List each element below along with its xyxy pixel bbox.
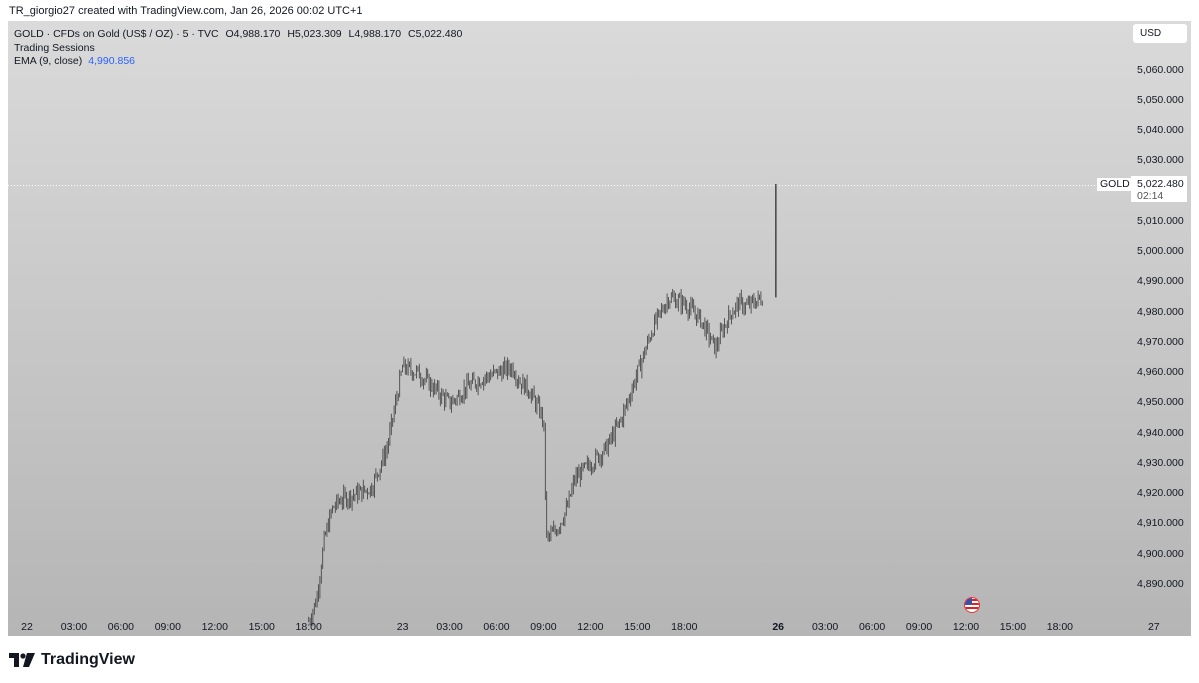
price-tick: 4,970.000 [1137,335,1184,348]
high-value: H5,023.309 [287,28,342,40]
ema-value: 4,990.856 [88,55,135,67]
time-tick: 26 [772,621,785,633]
last-price-value: 5,022.480 [1137,178,1184,190]
time-tick: 15:00 [248,621,275,633]
time-tick: 09:00 [530,621,557,633]
price-tick: 4,980.000 [1137,305,1184,318]
price-tick: 4,930.000 [1137,456,1184,469]
time-tick: 06:00 [107,621,135,633]
price-tick: 5,050.000 [1137,93,1184,106]
time-tick: 12:00 [577,621,604,633]
time-tick: 03:00 [436,621,463,633]
chart-panel[interactable] [8,21,1191,636]
price-tick: 4,940.000 [1137,426,1184,439]
time-tick: 22 [21,621,33,633]
trading-sessions-indicator[interactable]: Trading Sessions [14,41,95,54]
price-tick: 4,990.000 [1137,275,1184,288]
time-tick: 15:00 [999,621,1027,633]
price-tick: 4,910.000 [1137,517,1184,530]
chart-legend: GOLD · CFDs on Gold (US$ / OZ) · 5 · TVC… [14,28,462,69]
candle-series [308,183,777,626]
bar-countdown: 02:14 [1137,190,1164,202]
time-tick: 18:00 [1046,621,1074,633]
time-tick: 15:00 [624,621,651,633]
price-tick: 5,000.000 [1137,245,1184,257]
time-tick: 18:00 [295,621,322,633]
ema-indicator[interactable]: EMA (9, close) 4,990.856 [14,55,462,69]
tradingview-brand[interactable]: TradingView [9,651,135,669]
time-tick: 27 [1147,621,1160,633]
open-value: O4,988.170 [225,28,281,40]
price-tick: 5,010.000 [1137,214,1184,227]
price-tick: 4,900.000 [1137,547,1184,560]
time-tick: 06:00 [858,621,886,633]
price-tick: 5,030.000 [1137,154,1184,167]
time-tick: 03:00 [60,621,88,633]
price-tick: 5,060.000 [1137,63,1184,76]
time-tick: 23 [396,621,409,633]
ema-label: EMA (9, close) [14,55,83,67]
us-flag-icon[interactable] [964,597,980,613]
time-tick: 06:00 [483,621,510,633]
low-value: L4,988.170 [348,28,402,40]
last-price-label: 5,022.480 02:14 [1131,176,1187,202]
time-tick: 03:00 [812,621,839,633]
tradingview-logo-icon [9,653,35,667]
price-tick: 4,950.000 [1137,396,1184,409]
chart-credit: TR_giorgio27 created with TradingView.co… [9,5,363,17]
price-tick: 4,960.000 [1137,366,1184,378]
symbol-row[interactable]: GOLD · CFDs on Gold (US$ / OZ) · 5 · TVC… [14,28,462,42]
last-price-symbol-label: GOLD [1097,178,1133,191]
time-tick: 12:00 [952,621,980,633]
symbol-title[interactable]: GOLD · CFDs on Gold (US$ / OZ) · 5 · TVC [14,28,219,40]
price-tick: 4,920.000 [1137,487,1184,499]
time-tick: 18:00 [671,621,698,633]
time-tick: 09:00 [905,621,933,633]
brand-name: TradingView [41,651,135,668]
close-value: C5,022.480 [408,28,463,40]
time-tick: 12:00 [201,621,228,633]
price-tick: 5,040.000 [1137,124,1184,136]
price-tick: 4,890.000 [1137,577,1184,590]
currency-button[interactable]: USD [1133,24,1187,43]
time-tick: 09:00 [154,621,181,633]
